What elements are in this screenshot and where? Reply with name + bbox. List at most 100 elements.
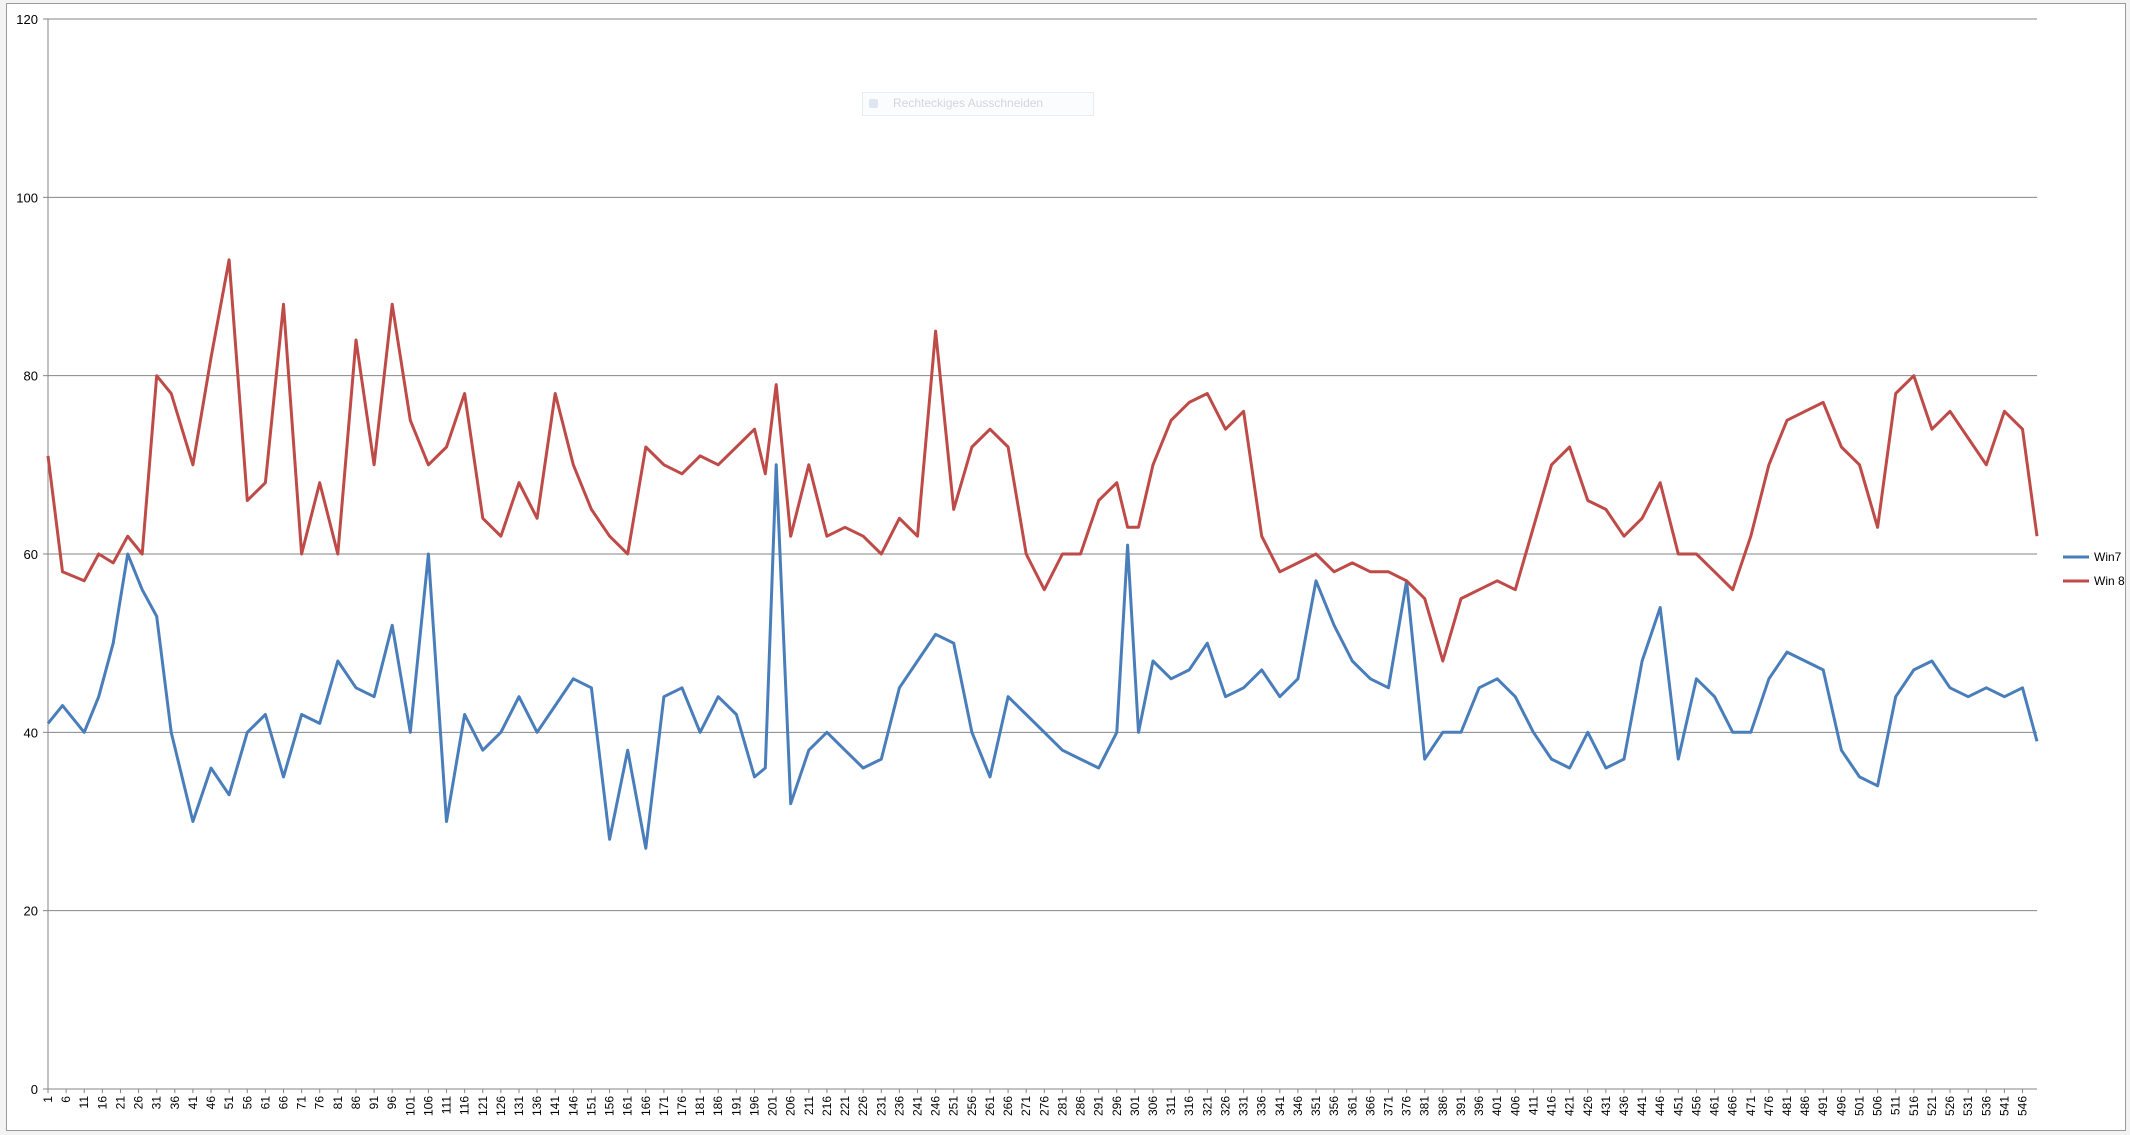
x-tick-label: 151 [584,1096,598,1116]
x-tick-label: 116 [458,1096,472,1115]
series-line-win8 [46,258,2039,663]
x-axis: 1 6 11 16 21 26 31 36 41 46 51 56 61 66 71 76 81 86 91 96 10… [41,1088,2037,1116]
x-tick-label: 376 [1400,1096,1414,1116]
x-tick-label: 356 [1327,1096,1341,1116]
x-tick-label: 246 [929,1096,943,1116]
x-tick-label: 191 [729,1096,743,1116]
x-tick-label: 321 [1200,1096,1214,1116]
x-tick-label: 396 [1472,1096,1486,1116]
x-tick-label: 256 [965,1096,979,1116]
x-tick-label: 41 [186,1096,200,1110]
x-tick-label: 126 [494,1096,508,1116]
x-tick-label: 266 [1001,1096,1015,1116]
x-tick-label: 16 [95,1096,109,1110]
x-tick-label: 76 [313,1096,327,1110]
x-tick-label: 526 [1943,1096,1957,1116]
x-tick-label: 186 [711,1096,725,1116]
x-tick-label: 121 [476,1096,490,1116]
x-tick-label: 361 [1345,1096,1359,1116]
x-tick-label: 6 [59,1096,73,1103]
x-tick-label: 61 [258,1096,272,1110]
x-tick-label: 91 [367,1096,381,1110]
snipping-tool-tooltip: Rechteckiges Ausschneiden [862,92,1094,116]
snipping-tool-label: Rechteckiges Ausschneiden [893,96,1044,110]
y-tick-label: 80 [24,369,38,384]
x-tick-label: 136 [530,1096,544,1116]
y-tick-label: 20 [24,904,38,919]
y-tick-label: 120 [16,12,38,27]
x-tick-label: 226 [856,1096,870,1116]
legend-label: Win7 [2094,550,2122,564]
x-tick-label: 511 [1889,1096,1903,1115]
x-tick-label: 236 [892,1096,906,1116]
x-tick-label: 31 [150,1096,164,1110]
chart-area[interactable]: 0 20 40 60 80 100 120 1 6 11 16 21 26 31 36 41 46 51 56 61… [6,3,2126,1131]
x-tick-label: 401 [1490,1096,1504,1116]
x-tick-label: 411 [1526,1096,1540,1115]
x-tick-label: 541 [1997,1096,2011,1116]
x-tick-label: 486 [1798,1096,1812,1116]
legend-label: Win 8 [2094,574,2125,588]
x-tick-label: 301 [1128,1096,1142,1116]
x-tick-label: 496 [1834,1096,1848,1116]
x-tick-label: 446 [1653,1096,1667,1116]
x-tick-label: 216 [820,1096,834,1116]
series-line-win7 [46,463,2039,850]
x-tick-label: 276 [1037,1096,1051,1116]
x-tick-label: 331 [1237,1096,1251,1116]
y-tick-label: 60 [24,547,38,562]
x-tick-label: 381 [1418,1096,1432,1116]
legend: Win7 Win 8 [2063,550,2125,588]
x-tick-label: 101 [403,1096,417,1116]
x-tick-label: 281 [1055,1096,1069,1116]
x-tick-label: 196 [747,1096,761,1116]
x-tick-label: 106 [421,1096,435,1116]
x-tick-label: 481 [1780,1096,1794,1116]
x-tick-label: 251 [947,1096,961,1116]
x-tick-label: 166 [639,1096,653,1116]
gridlines [48,18,2037,1090]
series-lines [46,258,2039,850]
x-tick-label: 431 [1599,1096,1613,1116]
x-tick-label: 406 [1508,1096,1522,1116]
y-axis: 0 20 40 60 80 100 120 [16,12,49,1097]
x-tick-label: 426 [1581,1096,1595,1116]
x-tick-label: 131 [512,1096,526,1116]
x-tick-label: 351 [1309,1096,1323,1116]
x-tick-label: 66 [276,1096,290,1110]
x-tick-label: 176 [675,1096,689,1116]
x-tick-label: 391 [1454,1096,1468,1116]
x-tick-label: 271 [1019,1096,1033,1116]
scissors-icon [869,99,878,108]
x-tick-label: 536 [1979,1096,1993,1116]
y-tick-label: 0 [31,1082,38,1097]
x-tick-label: 516 [1907,1096,1921,1116]
x-tick-label: 296 [1110,1096,1124,1116]
x-tick-label: 441 [1635,1096,1649,1116]
x-tick-label: 456 [1689,1096,1703,1116]
y-tick-label: 100 [16,190,38,205]
x-tick-label: 1 [41,1096,55,1103]
x-tick-label: 221 [838,1096,852,1116]
x-tick-label: 306 [1146,1096,1160,1116]
x-tick-label: 316 [1182,1096,1196,1116]
x-tick-label: 11 [77,1096,91,1109]
x-tick-label: 506 [1871,1096,1885,1116]
x-tick-label: 436 [1617,1096,1631,1116]
x-tick-label: 346 [1291,1096,1305,1116]
x-tick-label: 501 [1852,1096,1866,1116]
x-tick-label: 386 [1436,1096,1450,1116]
x-tick-label: 336 [1255,1096,1269,1116]
x-tick-label: 371 [1381,1096,1395,1116]
x-tick-label: 56 [240,1096,254,1110]
x-tick-label: 451 [1671,1096,1685,1116]
x-tick-label: 521 [1925,1096,1939,1116]
x-tick-label: 96 [385,1096,399,1110]
x-tick-label: 141 [548,1096,562,1116]
x-tick-label: 181 [693,1096,707,1116]
x-tick-label: 26 [132,1096,146,1110]
x-tick-label: 161 [621,1096,635,1116]
x-tick-label: 366 [1363,1096,1377,1116]
